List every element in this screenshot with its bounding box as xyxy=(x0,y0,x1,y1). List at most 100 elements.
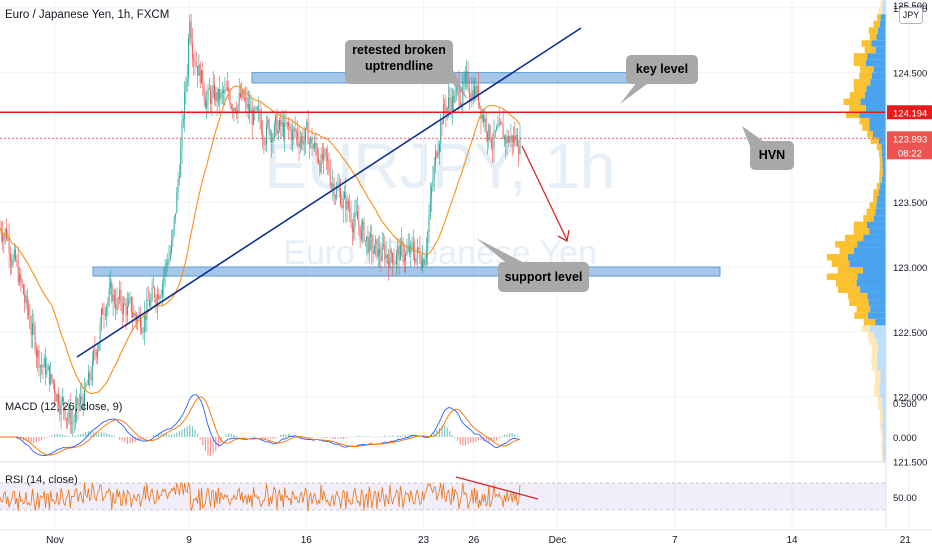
profile-bar xyxy=(874,331,886,339)
candle-body xyxy=(292,131,293,141)
macd-histogram-bar xyxy=(61,434,63,437)
profile-bar xyxy=(869,325,886,332)
rsi-title[interactable]: RSI (14, close) xyxy=(5,474,78,486)
candle-body xyxy=(112,294,114,302)
macd-histogram-bar xyxy=(51,435,53,437)
macd-histogram-bar xyxy=(202,437,204,446)
candle-body xyxy=(392,253,394,264)
candle-body xyxy=(175,213,176,217)
candle-body xyxy=(34,326,36,349)
profile-bar xyxy=(873,215,886,222)
last-price-tag[interactable] xyxy=(887,131,932,160)
symbol-title[interactable]: Euro / Japanese Yen, 1h, FXCM xyxy=(5,9,170,21)
candle-body xyxy=(479,102,481,107)
profile-bar xyxy=(879,390,886,397)
candle-body xyxy=(303,141,305,145)
profile-bar xyxy=(853,79,871,86)
macd-histogram-bar xyxy=(204,437,206,452)
candle-body xyxy=(286,122,288,124)
macd-histogram-bar xyxy=(46,437,48,438)
candle-body xyxy=(208,88,210,90)
macd-histogram-bar xyxy=(106,433,108,437)
support-level-annotation[interactable]: support level xyxy=(498,262,589,292)
candle-body xyxy=(72,422,74,424)
retest-annotation[interactable]: retested broken uptrendline xyxy=(345,40,453,84)
profile-bar xyxy=(875,46,886,54)
candle-body xyxy=(201,70,202,84)
candle-body xyxy=(416,247,418,259)
hvn-price-tag[interactable] xyxy=(887,105,932,120)
macd-histogram-bar xyxy=(134,437,136,443)
macd-histogram-bar xyxy=(519,436,521,438)
profile-bar xyxy=(881,396,886,404)
macd-histogram-bar xyxy=(194,429,196,437)
candle-body xyxy=(284,123,286,138)
macd-histogram-bar xyxy=(119,437,121,440)
macd-histogram-bar xyxy=(368,436,370,437)
candle-body xyxy=(481,115,483,120)
candle-body xyxy=(133,313,135,318)
candle-body xyxy=(394,263,396,265)
candle-body xyxy=(54,384,56,394)
profile-bar xyxy=(870,305,886,313)
macd-histogram-bar xyxy=(454,437,456,438)
profile-bar xyxy=(853,59,866,67)
candle-body xyxy=(223,90,225,94)
macd-histogram-bar xyxy=(446,427,448,437)
macd-histogram-bar xyxy=(358,435,360,437)
profile-bar xyxy=(883,416,886,423)
macd-histogram-bar xyxy=(282,433,284,437)
candle-body xyxy=(519,136,521,154)
candle-body xyxy=(184,91,186,119)
candle-body xyxy=(102,308,104,315)
candle-body xyxy=(316,146,318,158)
macd-title[interactable]: MACD (12, 26, close, 9) xyxy=(5,401,123,413)
candle-body xyxy=(71,422,72,424)
rsi-tick: 50.00 xyxy=(893,493,917,504)
profile-bar xyxy=(882,454,884,462)
candle-body xyxy=(485,118,487,132)
candle-body xyxy=(17,261,19,283)
macd-histogram-bar xyxy=(129,437,131,444)
macd-histogram-bar xyxy=(371,436,373,438)
macd-histogram-bar xyxy=(238,436,240,438)
currency-badge[interactable]: JPY xyxy=(899,7,923,24)
candle-body xyxy=(358,219,360,226)
key-level-annotation[interactable]: key level xyxy=(626,55,698,84)
profile-bar xyxy=(873,20,880,28)
macd-histogram-bar xyxy=(277,436,279,438)
profile-bar xyxy=(883,435,886,442)
candle-body xyxy=(363,221,365,242)
profile-bar xyxy=(870,137,879,144)
hvn-annotation[interactable]: HVN xyxy=(750,141,794,170)
candle-body xyxy=(402,241,404,258)
candle-body xyxy=(82,399,84,409)
profile-bar xyxy=(876,143,882,151)
candle-body xyxy=(47,365,49,371)
candle-body xyxy=(501,122,503,125)
profile-bar xyxy=(869,202,877,209)
candle-body xyxy=(268,119,270,134)
candle-body xyxy=(150,299,152,307)
candle-body xyxy=(214,85,215,101)
macd-histogram-bar xyxy=(475,437,477,442)
candle-body xyxy=(351,222,353,233)
candle-body xyxy=(366,236,368,241)
candle-body xyxy=(307,121,309,145)
profile-bar xyxy=(878,137,886,144)
profile-bar xyxy=(882,156,886,164)
candle-body xyxy=(210,89,212,104)
candle-body xyxy=(273,124,275,139)
candle-body xyxy=(230,105,232,109)
candle-body xyxy=(280,119,282,126)
candle-body xyxy=(164,264,166,276)
candle-body xyxy=(225,89,227,91)
profile-bar xyxy=(867,292,886,300)
profile-bar xyxy=(860,66,874,73)
profile-bar xyxy=(880,377,886,384)
candle-body xyxy=(95,351,97,357)
candle-body xyxy=(107,300,109,308)
profile-bar xyxy=(847,254,886,261)
macd-histogram-bar xyxy=(269,437,271,439)
